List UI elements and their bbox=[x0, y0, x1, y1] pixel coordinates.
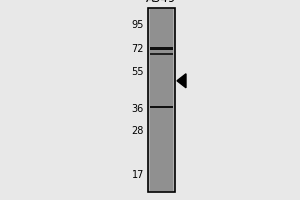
Text: 17: 17 bbox=[132, 170, 144, 180]
Bar bbox=[148, 8, 175, 192]
Text: 36: 36 bbox=[132, 104, 144, 114]
Bar bbox=[150, 9, 173, 191]
Text: A549: A549 bbox=[146, 0, 177, 5]
Bar bbox=[150, 53, 173, 55]
Text: 55: 55 bbox=[131, 67, 144, 77]
Polygon shape bbox=[177, 74, 186, 88]
Text: 95: 95 bbox=[132, 20, 144, 30]
Bar bbox=[150, 106, 173, 108]
Text: 28: 28 bbox=[132, 126, 144, 136]
Bar bbox=[150, 47, 173, 50]
Text: 72: 72 bbox=[131, 44, 144, 54]
